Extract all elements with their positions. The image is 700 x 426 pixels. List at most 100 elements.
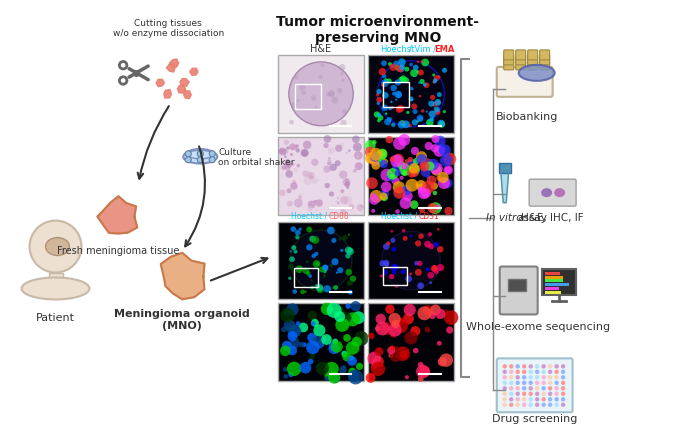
Circle shape bbox=[377, 103, 380, 106]
Circle shape bbox=[371, 209, 375, 213]
Circle shape bbox=[292, 248, 294, 250]
Circle shape bbox=[409, 164, 419, 174]
Circle shape bbox=[309, 275, 312, 278]
Circle shape bbox=[288, 277, 291, 280]
Circle shape bbox=[393, 138, 406, 150]
Circle shape bbox=[428, 111, 435, 118]
Circle shape bbox=[328, 158, 330, 160]
Circle shape bbox=[284, 156, 286, 158]
Circle shape bbox=[391, 230, 393, 233]
Circle shape bbox=[503, 370, 507, 374]
Circle shape bbox=[403, 78, 409, 84]
Circle shape bbox=[353, 143, 362, 152]
Circle shape bbox=[410, 201, 419, 210]
Circle shape bbox=[295, 266, 303, 273]
Circle shape bbox=[286, 160, 290, 164]
Circle shape bbox=[335, 311, 345, 322]
Circle shape bbox=[554, 386, 559, 391]
Circle shape bbox=[435, 136, 446, 147]
Circle shape bbox=[342, 179, 351, 187]
Circle shape bbox=[410, 169, 419, 178]
Circle shape bbox=[393, 265, 397, 269]
Circle shape bbox=[327, 162, 331, 166]
Circle shape bbox=[302, 343, 307, 347]
Circle shape bbox=[392, 92, 396, 96]
Circle shape bbox=[327, 303, 342, 318]
Circle shape bbox=[424, 83, 430, 89]
Circle shape bbox=[561, 370, 566, 374]
Circle shape bbox=[528, 375, 533, 380]
Circle shape bbox=[301, 91, 306, 96]
Circle shape bbox=[342, 236, 348, 241]
Circle shape bbox=[186, 151, 191, 157]
Circle shape bbox=[418, 376, 424, 382]
Circle shape bbox=[398, 66, 405, 73]
Circle shape bbox=[279, 148, 286, 156]
Circle shape bbox=[405, 276, 412, 282]
Text: In vitro: In vitro bbox=[486, 212, 523, 222]
Circle shape bbox=[384, 262, 389, 267]
Circle shape bbox=[535, 375, 540, 380]
Circle shape bbox=[327, 227, 335, 235]
Circle shape bbox=[430, 305, 441, 315]
Circle shape bbox=[412, 110, 418, 115]
Circle shape bbox=[377, 114, 382, 118]
Circle shape bbox=[335, 201, 337, 203]
Circle shape bbox=[554, 364, 559, 368]
Circle shape bbox=[280, 346, 290, 356]
Circle shape bbox=[421, 167, 430, 178]
Circle shape bbox=[360, 205, 363, 209]
Circle shape bbox=[389, 353, 393, 358]
Circle shape bbox=[509, 370, 513, 374]
Circle shape bbox=[442, 111, 446, 114]
Circle shape bbox=[412, 89, 414, 91]
Circle shape bbox=[295, 145, 299, 149]
Circle shape bbox=[400, 164, 412, 176]
Circle shape bbox=[379, 69, 386, 76]
Circle shape bbox=[395, 80, 401, 86]
Circle shape bbox=[408, 160, 416, 167]
Circle shape bbox=[323, 285, 331, 293]
Circle shape bbox=[509, 403, 513, 407]
Circle shape bbox=[324, 376, 329, 381]
Circle shape bbox=[399, 318, 405, 324]
Circle shape bbox=[306, 271, 311, 276]
Circle shape bbox=[325, 362, 339, 376]
Circle shape bbox=[294, 199, 302, 208]
Circle shape bbox=[371, 193, 375, 197]
Circle shape bbox=[428, 244, 434, 250]
Circle shape bbox=[357, 204, 364, 212]
Circle shape bbox=[394, 346, 399, 351]
Circle shape bbox=[387, 169, 398, 180]
Circle shape bbox=[528, 403, 533, 407]
Circle shape bbox=[293, 247, 296, 249]
Text: Cutting tissues
w/o enzyme dissociation: Cutting tissues w/o enzyme dissociation bbox=[113, 18, 224, 38]
Circle shape bbox=[350, 276, 356, 282]
Circle shape bbox=[398, 78, 404, 83]
Circle shape bbox=[381, 80, 388, 88]
Circle shape bbox=[314, 325, 326, 337]
Circle shape bbox=[446, 327, 454, 334]
Bar bbox=[278, 304, 364, 381]
Ellipse shape bbox=[377, 62, 444, 128]
Circle shape bbox=[209, 151, 215, 157]
Circle shape bbox=[342, 110, 346, 115]
Circle shape bbox=[383, 260, 389, 266]
Circle shape bbox=[348, 370, 363, 385]
Circle shape bbox=[419, 366, 430, 377]
Circle shape bbox=[535, 397, 540, 402]
Circle shape bbox=[434, 270, 439, 275]
Circle shape bbox=[381, 190, 389, 198]
Bar bbox=[545, 272, 559, 275]
Polygon shape bbox=[190, 69, 198, 76]
Circle shape bbox=[387, 118, 392, 123]
Circle shape bbox=[554, 370, 559, 374]
Circle shape bbox=[285, 326, 289, 331]
Circle shape bbox=[331, 239, 337, 243]
Circle shape bbox=[432, 102, 438, 108]
Bar bbox=[48, 273, 62, 287]
Circle shape bbox=[408, 124, 412, 128]
Circle shape bbox=[548, 381, 552, 385]
Circle shape bbox=[336, 272, 338, 274]
Circle shape bbox=[410, 235, 412, 238]
